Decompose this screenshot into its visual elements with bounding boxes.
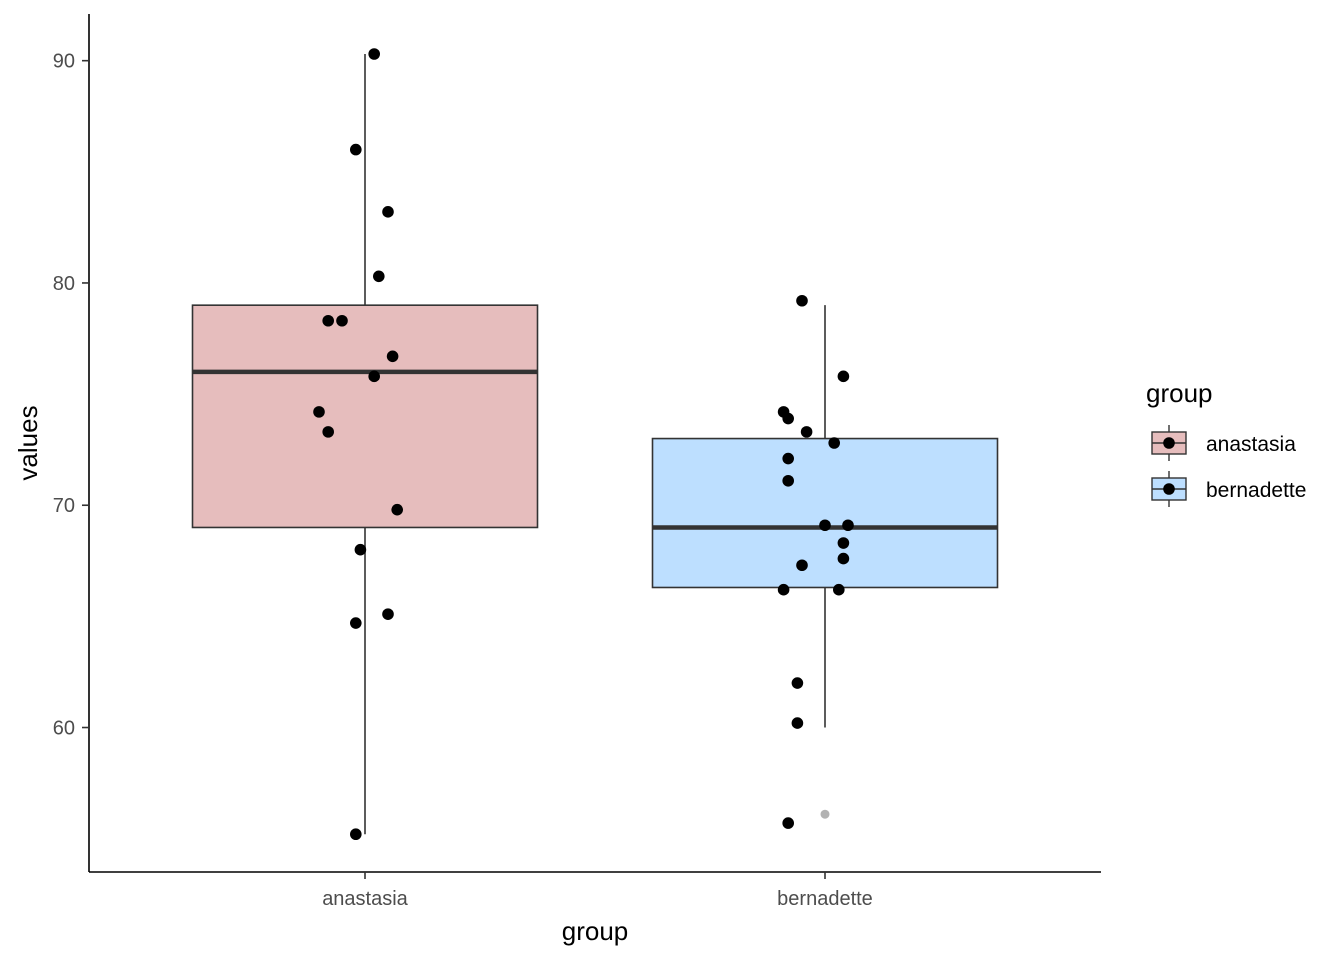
legend-key-point: [1163, 437, 1175, 449]
data-point: [782, 817, 794, 829]
data-point: [336, 314, 348, 327]
data-point: [837, 370, 850, 383]
data-point: [782, 474, 794, 487]
y-tick-label: 70: [53, 495, 75, 517]
x-tick-label: bernadette: [777, 888, 873, 910]
legend-key-point: [1163, 483, 1175, 495]
y-tick-label: 60: [53, 718, 75, 740]
data-point: [833, 583, 845, 596]
plot-area: [191, 48, 999, 841]
legend: group anastasia bernadette: [1146, 378, 1306, 507]
data-point: [350, 828, 362, 841]
data-point: [837, 537, 850, 549]
legend-entry-bernadette: bernadette: [1151, 471, 1306, 507]
box-body: [191, 304, 539, 529]
data-point: [796, 559, 808, 572]
data-point: [800, 426, 813, 438]
data-point: [837, 552, 850, 565]
outlier-point: [820, 809, 830, 819]
y-axis-title: values: [13, 405, 43, 480]
legend-title: group: [1146, 378, 1213, 408]
axes: [88, 14, 1101, 873]
data-point: [842, 519, 854, 532]
data-point: [782, 412, 794, 425]
data-point: [373, 270, 385, 283]
data-point: [322, 314, 335, 327]
box-anastasia: [191, 54, 539, 835]
y-tick-label: 90: [53, 51, 75, 73]
x-ticks: anastasia bernadette: [322, 872, 873, 910]
data-point: [386, 350, 399, 363]
legend-label: bernadette: [1206, 479, 1306, 502]
data-point: [391, 503, 404, 516]
data-point: [777, 583, 790, 596]
data-point: [828, 437, 840, 449]
box-body: [651, 437, 999, 589]
data-point: [368, 370, 381, 383]
data-point: [382, 206, 394, 218]
y-tick-label: 80: [53, 273, 75, 295]
data-point: [322, 426, 335, 438]
box-bernadette: [651, 305, 999, 819]
data-point: [350, 617, 362, 629]
data-point: [382, 608, 394, 620]
data-point: [791, 717, 804, 729]
legend-label: anastasia: [1206, 433, 1296, 456]
data-point: [782, 452, 794, 465]
legend-entry-anastasia: anastasia: [1151, 425, 1296, 461]
data-point: [350, 143, 362, 156]
x-axis-title: group: [562, 916, 629, 946]
data-point: [368, 48, 381, 60]
data-point: [354, 543, 367, 556]
y-ticks: 60 70 80 90: [53, 51, 89, 740]
data-point: [791, 677, 804, 689]
data-point: [313, 406, 325, 418]
data-point: [819, 519, 831, 532]
data-point: [796, 294, 808, 307]
x-tick-label: anastasia: [322, 888, 408, 910]
